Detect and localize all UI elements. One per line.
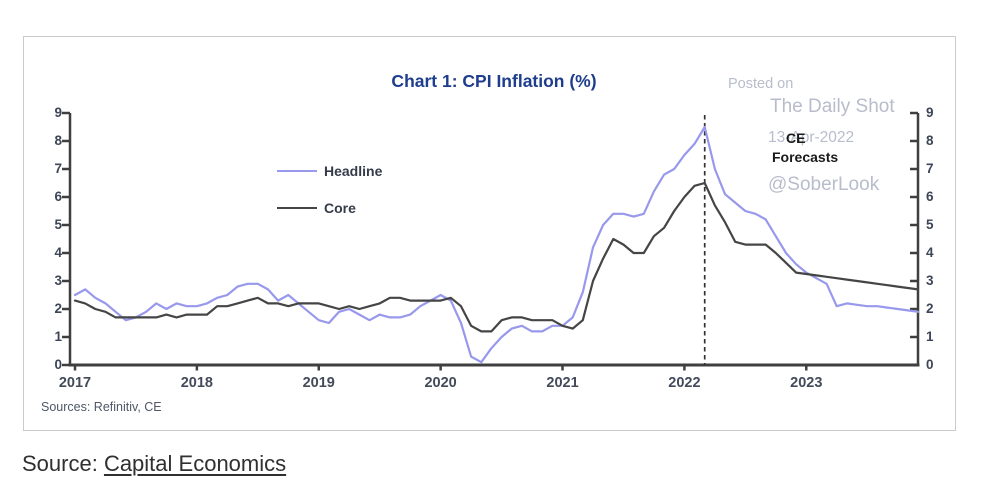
y-tick-label-left: 2 (54, 301, 62, 316)
cpi-line-chart (62, 111, 920, 371)
series-headline (73, 125, 920, 364)
chart-area: Chart 1: CPI Inflation (%) Headline Core… (24, 37, 955, 430)
y-tick-label-right: 3 (926, 273, 934, 288)
legend-label-headline: Headline (324, 163, 383, 179)
y-tick-label-right: 4 (926, 245, 934, 260)
y-tick-label-right: 2 (926, 301, 934, 316)
legend-item-core: Core (277, 200, 356, 216)
y-tick-label-right: 1 (926, 329, 934, 344)
forecast-annotation-line1: CE (786, 130, 806, 146)
forecast-annotation: CE Forecasts (772, 129, 838, 167)
y-tick-label-right: 8 (926, 133, 934, 148)
y-tick-label-left: 5 (54, 217, 62, 232)
legend-label-core: Core (324, 200, 356, 216)
chart-sources-note: Sources: Refinitiv, CE (41, 400, 162, 414)
y-tick-label-right: 5 (926, 217, 934, 232)
x-tick-label: 2019 (302, 375, 335, 391)
x-tick-label: 2018 (180, 375, 214, 391)
chart-title: Chart 1: CPI Inflation (%) (391, 71, 597, 91)
y-tick-label-right: 9 (926, 105, 934, 120)
y-tick-label-left: 1 (54, 329, 62, 344)
watermark-date: 13-Apr-2022 (768, 129, 855, 146)
x-tick-label: 2022 (668, 375, 701, 391)
y-tick-label-left: 6 (54, 189, 62, 204)
legend-item-headline: Headline (277, 163, 382, 179)
headline-line-swatch (277, 170, 317, 172)
watermark-posted-on: Posted on (728, 76, 794, 92)
x-tick-label: 2023 (790, 375, 823, 391)
y-tick-label-left: 8 (54, 133, 62, 148)
page-source-line: Source: Capital Economics (22, 451, 286, 477)
x-tick-label: 2021 (546, 375, 579, 391)
y-tick-label-right: 6 (926, 189, 934, 204)
y-tick-label-left: 3 (54, 273, 62, 288)
watermark-daily-shot: The Daily Shot (770, 96, 895, 117)
y-tick-label-left: 0 (54, 357, 62, 372)
source-link[interactable]: Capital Economics (103, 451, 287, 476)
chart-card: Chart 1: CPI Inflation (%) Headline Core… (23, 36, 956, 431)
forecast-annotation-line2: Forecasts (772, 149, 839, 165)
y-tick-label-left: 4 (54, 245, 62, 260)
core-line-swatch (277, 207, 317, 209)
source-prefix: Source: (22, 451, 104, 476)
y-tick-label-right: 7 (926, 161, 934, 176)
x-tick-label: 2020 (424, 375, 457, 391)
y-tick-label-left: 7 (54, 161, 62, 176)
y-tick-label-right: 0 (926, 357, 934, 372)
watermark-handle: @SoberLook (768, 174, 880, 195)
series-core (73, 181, 920, 333)
y-tick-label-left: 9 (54, 105, 62, 120)
x-tick-label: 2017 (58, 375, 92, 391)
